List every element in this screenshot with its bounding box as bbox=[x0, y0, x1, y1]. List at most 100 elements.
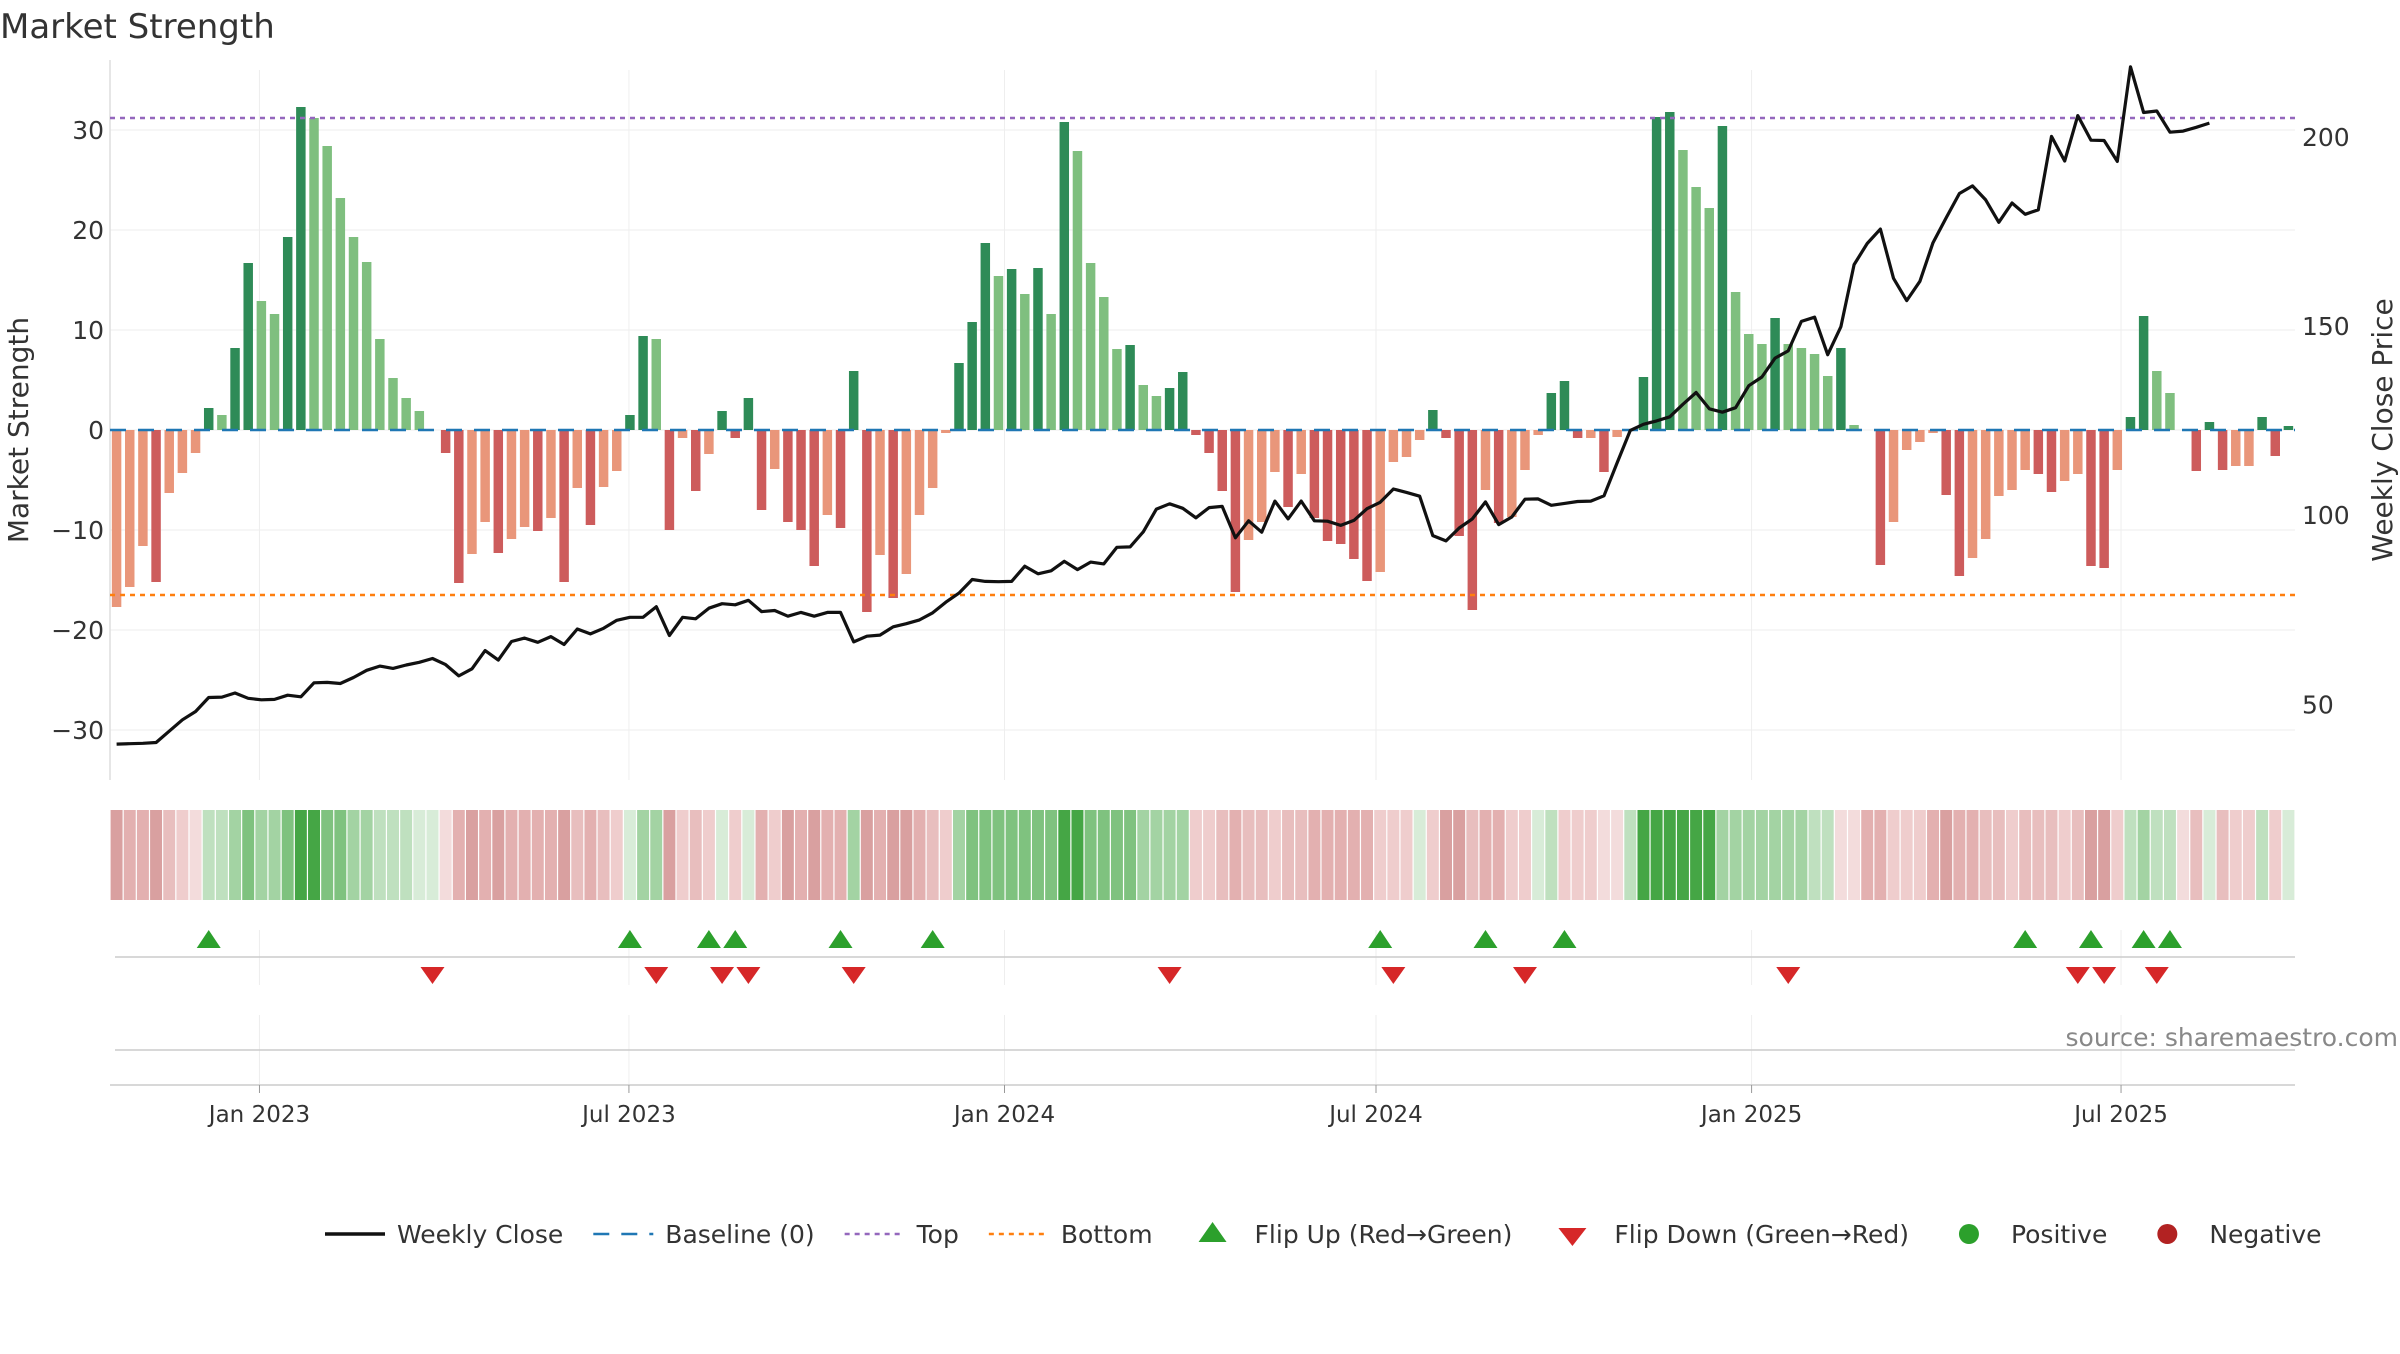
strength-band-cell bbox=[1663, 810, 1676, 900]
strength-bar bbox=[1901, 430, 1912, 450]
strength-band-cell bbox=[808, 810, 821, 900]
strength-bar bbox=[1296, 430, 1306, 474]
strength-bar bbox=[138, 430, 148, 546]
strength-band-cell bbox=[1426, 810, 1439, 900]
strength-band-cell bbox=[1992, 810, 2005, 900]
strength-bar bbox=[848, 371, 859, 430]
strength-band-cell bbox=[347, 810, 360, 900]
strength-band-cell bbox=[1913, 810, 1926, 900]
strength-bar bbox=[1770, 318, 1780, 430]
strength-band-cell bbox=[2006, 810, 2018, 900]
strength-bar bbox=[414, 411, 425, 430]
strength-bar bbox=[2125, 417, 2136, 430]
strength-band-cell bbox=[834, 810, 847, 900]
strength-band-cell bbox=[215, 810, 228, 900]
strength-band-cell bbox=[242, 810, 255, 900]
strength-band-cell bbox=[2032, 810, 2045, 900]
y-tick-label-left: 0 bbox=[88, 416, 104, 445]
legend-item: Flip Up (Red→Green) bbox=[1198, 1220, 1512, 1249]
strength-band-cell bbox=[2045, 810, 2058, 900]
strength-band-cell bbox=[1440, 810, 1452, 900]
strength-band-cell bbox=[1953, 810, 1966, 900]
strength-band-cell bbox=[2216, 810, 2229, 900]
strength-band-cell bbox=[1874, 810, 1887, 900]
strength-bar bbox=[835, 430, 846, 528]
strength-band-cell bbox=[1584, 810, 1597, 900]
strength-bar bbox=[1441, 430, 1451, 438]
strength-band-cell bbox=[1848, 810, 1861, 900]
strength-bar bbox=[1678, 150, 1688, 430]
strength-band-cell bbox=[1716, 810, 1729, 900]
strength-bar bbox=[1915, 430, 1925, 442]
strength-band-cell bbox=[1808, 810, 1821, 900]
strength-bar bbox=[1665, 112, 1675, 430]
strength-bar bbox=[164, 430, 174, 493]
strength-band-cell bbox=[189, 810, 202, 900]
strength-bar bbox=[1980, 430, 1991, 539]
strength-bar bbox=[1125, 345, 1135, 430]
strength-bar bbox=[1599, 430, 1609, 472]
strength-bar bbox=[1414, 430, 1425, 440]
strength-bar bbox=[309, 118, 319, 430]
strength-bar bbox=[2099, 430, 2109, 568]
flip-up-marker bbox=[2157, 930, 2182, 948]
x-tick-label: Jan 2025 bbox=[1699, 1102, 1802, 1128]
strength-bar bbox=[190, 430, 201, 453]
strength-band-cell bbox=[1308, 810, 1321, 900]
strength-bar bbox=[1730, 292, 1741, 430]
strength-band-cell bbox=[1505, 810, 1518, 900]
strength-band-cell bbox=[2137, 810, 2150, 900]
strength-bar bbox=[322, 146, 332, 430]
strength-bar bbox=[1204, 430, 1214, 453]
strength-band-cell bbox=[953, 810, 965, 900]
strength-band-cell bbox=[2242, 810, 2255, 900]
strength-band-cell bbox=[150, 810, 163, 900]
strength-bar bbox=[875, 430, 885, 555]
strength-bar bbox=[1638, 377, 1649, 430]
strength-band-cell bbox=[1058, 810, 1071, 900]
strength-bar bbox=[1283, 430, 1293, 507]
strength-bar bbox=[572, 430, 583, 488]
y-tick-label-right: 50 bbox=[2302, 690, 2334, 719]
strength-bar bbox=[2033, 430, 2044, 474]
strength-bar bbox=[1941, 430, 1951, 495]
strength-bar bbox=[2270, 430, 2280, 456]
strength-band-cell bbox=[360, 810, 373, 900]
strength-bar bbox=[2138, 316, 2149, 430]
strength-bar bbox=[256, 301, 267, 430]
legend-dot-icon bbox=[2157, 1224, 2178, 1244]
strength-band-cell bbox=[1703, 810, 1716, 900]
strength-band-cell bbox=[874, 810, 886, 900]
strength-band-cell bbox=[479, 810, 492, 900]
flip-up-marker bbox=[828, 930, 853, 948]
strength-band-cell bbox=[400, 810, 413, 900]
strength-band-cell bbox=[1887, 810, 1900, 900]
strength-bar bbox=[809, 430, 819, 566]
legend-item: Positive bbox=[1958, 1220, 2107, 1249]
strength-band-cell bbox=[689, 810, 702, 900]
strength-band-cell bbox=[1782, 810, 1795, 900]
y-tick-label-left: 30 bbox=[72, 116, 104, 145]
strength-bar bbox=[967, 322, 977, 430]
strength-bar bbox=[1533, 430, 1543, 435]
strength-bar bbox=[2059, 430, 2070, 481]
strength-band-cell bbox=[531, 810, 544, 900]
strength-bar bbox=[980, 243, 991, 430]
strength-bar bbox=[901, 430, 912, 574]
strength-bar bbox=[2165, 393, 2175, 430]
strength-bar bbox=[1335, 430, 1346, 544]
strength-band-cell bbox=[1821, 810, 1834, 900]
y-tick-label-right: 200 bbox=[2302, 123, 2350, 152]
strength-band-cell bbox=[2111, 810, 2124, 900]
source-credit: source: sharemaestro.com bbox=[2066, 1023, 2399, 1052]
legend-label: Top bbox=[916, 1220, 959, 1249]
legend-item: Top bbox=[844, 1220, 959, 1249]
strength-band-cell bbox=[1097, 810, 1110, 900]
strength-bar bbox=[111, 430, 122, 607]
flip-up-marker bbox=[696, 930, 721, 948]
strength-band-cell bbox=[966, 810, 979, 900]
strength-band-cell bbox=[1650, 810, 1663, 900]
strength-band-cell bbox=[1755, 810, 1768, 900]
strength-band-cell bbox=[1492, 810, 1505, 900]
